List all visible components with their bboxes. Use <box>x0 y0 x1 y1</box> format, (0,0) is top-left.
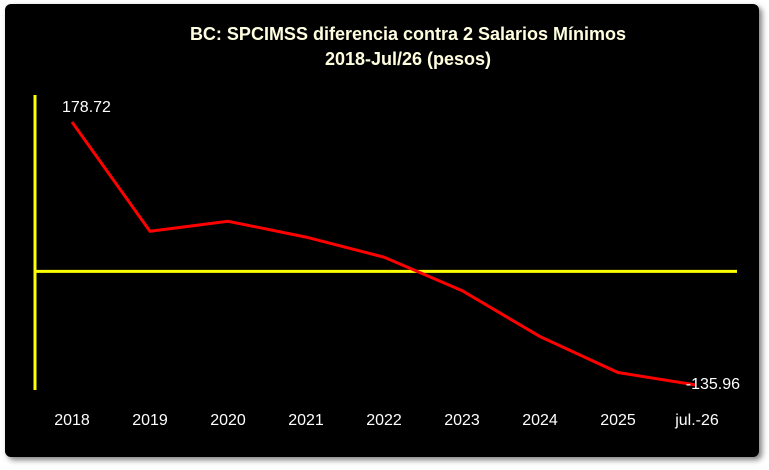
x-tick-label: 2019 <box>132 412 168 429</box>
data-label: -135.96 <box>686 376 740 393</box>
x-tick-label: 2025 <box>600 412 636 429</box>
data-line <box>70 121 697 387</box>
x-tick-label: 2023 <box>444 412 480 429</box>
x-tick-label: 2021 <box>288 412 324 429</box>
chart-subtitle: 2018-Jul/26 (pesos) <box>325 49 491 69</box>
x-tick-label: jul.-26 <box>674 412 719 429</box>
x-tick-label: 2020 <box>210 412 246 429</box>
chart-background <box>5 4 759 457</box>
x-tick-label: 2024 <box>522 412 558 429</box>
x-tick-label: 2022 <box>366 412 402 429</box>
x-tick-label: 2018 <box>54 412 90 429</box>
chart-title: BC: SPCIMSS diferencia contra 2 Salarios… <box>190 24 626 44</box>
data-label: 178.72 <box>62 99 111 116</box>
